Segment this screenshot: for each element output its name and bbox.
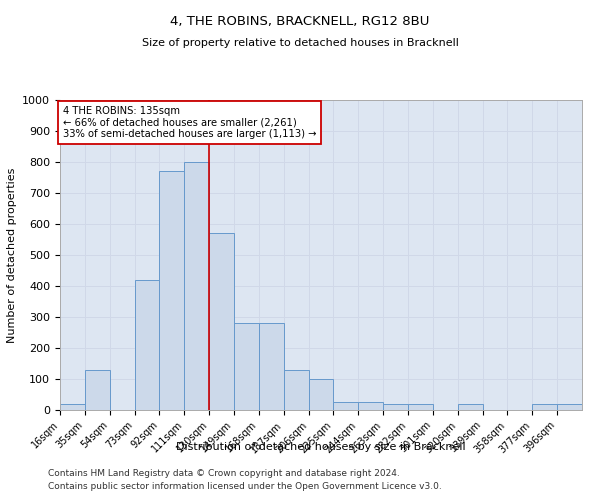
Bar — [85, 370, 110, 410]
Bar — [358, 402, 383, 410]
Bar — [234, 323, 259, 410]
Y-axis label: Number of detached properties: Number of detached properties — [7, 168, 17, 342]
Text: Contains public sector information licensed under the Open Government Licence v3: Contains public sector information licen… — [48, 482, 442, 491]
Bar — [60, 404, 85, 410]
Bar — [532, 404, 557, 410]
Bar — [209, 234, 234, 410]
Bar — [383, 404, 408, 410]
Bar — [334, 402, 358, 410]
Bar — [458, 404, 482, 410]
Bar — [284, 370, 308, 410]
Bar — [308, 379, 334, 410]
Bar — [160, 172, 184, 410]
Bar — [408, 404, 433, 410]
Text: Size of property relative to detached houses in Bracknell: Size of property relative to detached ho… — [142, 38, 458, 48]
Bar — [259, 323, 284, 410]
Text: Contains HM Land Registry data © Crown copyright and database right 2024.: Contains HM Land Registry data © Crown c… — [48, 468, 400, 477]
Text: 4, THE ROBINS, BRACKNELL, RG12 8BU: 4, THE ROBINS, BRACKNELL, RG12 8BU — [170, 15, 430, 28]
Bar — [184, 162, 209, 410]
Bar — [557, 404, 582, 410]
Text: 4 THE ROBINS: 135sqm
← 66% of detached houses are smaller (2,261)
33% of semi-de: 4 THE ROBINS: 135sqm ← 66% of detached h… — [62, 106, 316, 140]
Bar — [134, 280, 160, 410]
Text: Distribution of detached houses by size in Bracknell: Distribution of detached houses by size … — [176, 442, 466, 452]
